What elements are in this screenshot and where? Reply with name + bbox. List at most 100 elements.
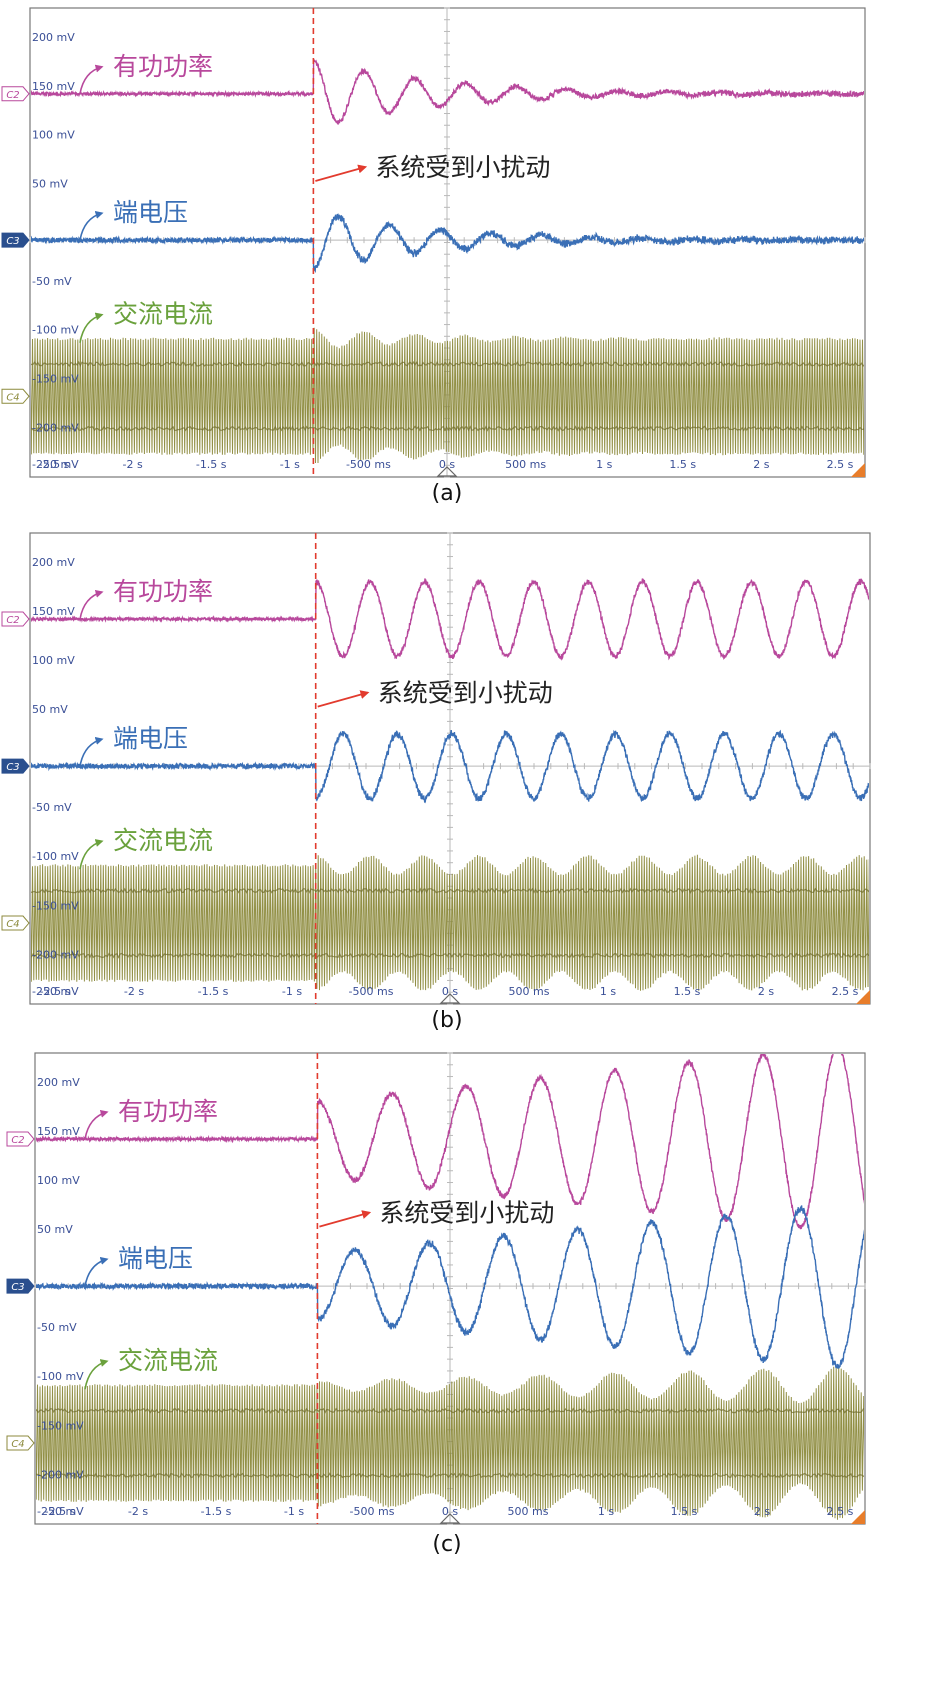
- series-current-trace: [36, 1366, 864, 1520]
- x-tick-label: -1.5 s: [196, 458, 227, 471]
- svg-text:C3: C3: [6, 236, 19, 247]
- corner-badge-icon: [851, 463, 865, 477]
- y-tick-label: -50 mV: [37, 1321, 77, 1334]
- trigger-position-icon: [439, 1513, 461, 1524]
- y-tick-label: -100 mV: [32, 324, 79, 337]
- x-tick-label: 0 s: [439, 458, 455, 471]
- traces: [31, 578, 869, 992]
- x-tick-label: -1 s: [284, 1505, 304, 1518]
- y-tick-label: 100 mV: [37, 1174, 80, 1187]
- channel-tag-c4: C4: [1, 388, 30, 404]
- label-arrow: [79, 737, 104, 767]
- label-arrow: [79, 312, 104, 343]
- disturbance-arrow: [319, 1210, 372, 1228]
- series-current-band: [36, 1407, 864, 1414]
- x-tick-label: -2 s: [124, 985, 144, 998]
- label-arrow: [79, 64, 104, 94]
- disturbance-arrow: [317, 690, 370, 708]
- series-current-band: [31, 952, 869, 959]
- panel-c: -250 mV -200 mV -150 mV -100 mV -50 mV 50 mV 1…: [6, 1052, 866, 1525]
- y-tick-label: 100 mV: [32, 654, 75, 667]
- y-tick-label: 100 mV: [32, 129, 75, 142]
- x-tick-label: -2.5 s: [39, 458, 70, 471]
- svg-text:C4: C4: [6, 919, 19, 930]
- series-current-trace: [31, 327, 864, 464]
- x-tick-label: -1.5 s: [198, 985, 229, 998]
- x-tick-label: 1 s: [598, 1505, 614, 1518]
- y-tick-label: -100 mV: [32, 850, 79, 863]
- series-power-trace: [31, 578, 869, 661]
- panel-caption: (b): [431, 1008, 462, 1033]
- y-tick-label: -200 mV: [32, 948, 79, 961]
- channel-tag-c2: C2: [1, 86, 30, 102]
- label-power: 有功功率: [113, 577, 213, 606]
- corner-badge-icon: [856, 990, 870, 1004]
- series-current-band: [31, 360, 864, 368]
- y-tick-label: -50 mV: [32, 275, 72, 288]
- y-tick-label: 150 mV: [32, 605, 75, 618]
- panel-a: -250 mV -200 mV -150 mV -100 mV -50 mV 50 mV 1…: [1, 7, 866, 478]
- traces: [31, 59, 864, 464]
- x-tick-label: -500 ms: [349, 985, 394, 998]
- disturbance-arrow: [315, 164, 368, 182]
- y-tick-label: -100 mV: [37, 1370, 84, 1383]
- disturbance-label: 系统受到小扰动: [378, 679, 553, 708]
- series-current-band: [36, 1472, 864, 1479]
- x-tick-label: 2 s: [754, 1505, 770, 1518]
- y-tick-label: -150 mV: [32, 899, 79, 912]
- svg-text:C2: C2: [6, 90, 19, 101]
- panel-caption: (c): [432, 1532, 461, 1557]
- y-tick-label: -150 mV: [37, 1419, 84, 1432]
- label-arrow: [79, 211, 104, 241]
- label-power: 有功功率: [113, 52, 213, 81]
- x-tick-label: 2 s: [758, 985, 774, 998]
- y-tick-label: -250 mV: [32, 985, 79, 998]
- x-tick-label: -2 s: [128, 1505, 148, 1518]
- corner-badge-icon: [851, 1510, 865, 1524]
- disturbance-label: 系统受到小扰动: [379, 1199, 554, 1228]
- label-current: 交流电流: [113, 826, 213, 855]
- svg-text:C2: C2: [11, 1135, 24, 1146]
- x-tick-label: 1.5 s: [671, 1505, 698, 1518]
- trigger-position-icon: [436, 466, 458, 477]
- y-tick-label: 50 mV: [37, 1223, 73, 1236]
- label-arrow: [84, 1359, 109, 1390]
- x-tick-label: 1.5 s: [674, 985, 701, 998]
- x-tick-label: 1 s: [596, 458, 612, 471]
- x-tick-label: -1 s: [280, 458, 300, 471]
- label-voltage: 端电压: [113, 198, 188, 227]
- series-voltage-trace: [31, 729, 869, 804]
- svg-text:C4: C4: [11, 1439, 24, 1450]
- series-voltage-trace: [31, 213, 864, 274]
- channel-tag-c4: C4: [6, 1435, 35, 1451]
- y-tick-label: -250 mV: [32, 458, 79, 471]
- x-tick-label: -2 s: [122, 458, 142, 471]
- channel-tag-c3: C3: [1, 232, 30, 248]
- series-current-trace: [31, 854, 869, 992]
- svg-text:C3: C3: [6, 762, 19, 773]
- label-current: 交流电流: [118, 1346, 218, 1375]
- x-tick-label: -1.5 s: [201, 1505, 232, 1518]
- x-tick-label: 2.5 s: [827, 458, 854, 471]
- svg-text:C3: C3: [11, 1282, 24, 1293]
- series-power-trace: [31, 59, 864, 125]
- svg-text:C2: C2: [6, 615, 19, 626]
- channel-tag-c2: C2: [6, 1131, 35, 1147]
- y-tick-label: 150 mV: [32, 80, 75, 93]
- label-voltage: 端电压: [113, 724, 188, 753]
- x-tick-label: -2.5 s: [40, 985, 71, 998]
- x-tick-label: 0 s: [442, 1505, 458, 1518]
- x-tick-label: -2.5 s: [45, 1505, 76, 1518]
- y-tick-label: 200 mV: [32, 31, 75, 44]
- series-current-band: [31, 887, 869, 895]
- x-tick-label: 0 s: [442, 985, 458, 998]
- label-current: 交流电流: [113, 300, 213, 329]
- x-tick-label: -500 ms: [346, 458, 391, 471]
- y-tick-label: -200 mV: [37, 1468, 84, 1481]
- channel-tag-c4: C4: [1, 915, 30, 931]
- series-voltage-trace: [36, 1205, 864, 1369]
- y-tick-label: 50 mV: [32, 703, 68, 716]
- channel-tag-c3: C3: [1, 758, 30, 774]
- y-tick-label: 200 mV: [32, 556, 75, 569]
